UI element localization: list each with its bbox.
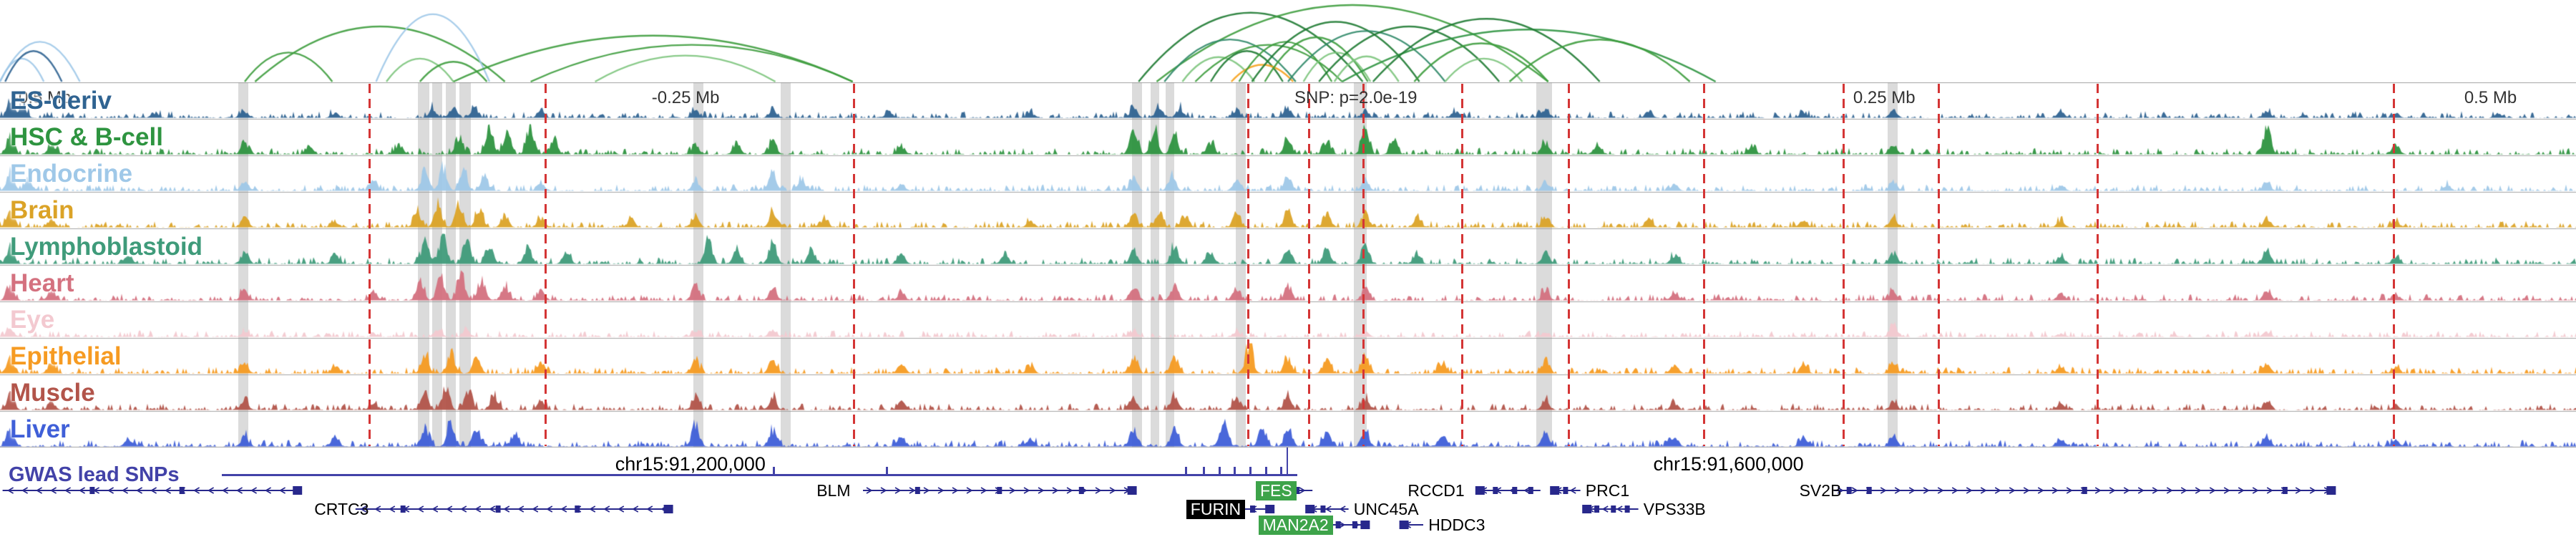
snp-guide-line — [1842, 84, 1845, 446]
gene-label-prc1: PRC1 — [1585, 481, 1630, 500]
gwas-snp-tick — [1249, 467, 1252, 476]
gwas-riser — [1287, 448, 1289, 475]
gene-label-hddc3: HDDC3 — [1428, 516, 1485, 534]
gwas-snp-tick — [1234, 467, 1236, 476]
gene-model-unc45a — [1305, 505, 1349, 513]
gene-model-blm — [863, 486, 1137, 495]
gene-label-rccd1: RCCD1 — [1407, 481, 1465, 500]
gene-model-crtc3 — [355, 505, 673, 513]
ruler-label: SNP: p=2.0e-19 — [1294, 88, 1418, 107]
track-label-muscle: Muscle — [10, 379, 95, 407]
snp-guide-line — [853, 84, 856, 446]
track-label-lymphoblastoid: Lymphoblastoid — [10, 233, 203, 261]
gene-label-man2a2: MAN2A2 — [1258, 516, 1333, 535]
snp-guide-line — [2097, 84, 2099, 446]
track-label-brain: Brain — [10, 196, 74, 224]
gene-label-sv2b: SV2B — [1799, 481, 1842, 500]
gene-model-item — [2, 486, 303, 495]
gene-label-fes: FES — [1256, 481, 1297, 500]
gwas-snp-tick — [1203, 467, 1206, 476]
coordinate-label: chr15:91,600,000 — [1653, 453, 1804, 475]
snp-guide-line — [1460, 84, 1463, 446]
gene-model-vps33b — [1582, 505, 1639, 513]
track-label-endocrine: Endocrine — [10, 160, 133, 188]
snp-guide-line — [1362, 84, 1365, 446]
gwas-snp-tick — [1280, 467, 1283, 476]
gwas-snp-tick — [1185, 467, 1187, 476]
gwas-snp-tick — [773, 467, 775, 476]
gene-model-prc1 — [1550, 486, 1581, 495]
track-label-eye: Eye — [10, 306, 55, 334]
gwas-snp-tick — [1218, 467, 1221, 476]
interaction-arcs-canvas — [0, 0, 2576, 82]
track-label-heart: Heart — [10, 269, 74, 297]
gene-label-blm: BLM — [816, 481, 851, 500]
gwas-lead-snps-label: GWAS lead SNPs — [9, 463, 180, 486]
gwas-line — [221, 474, 1297, 476]
snp-guide-line — [1308, 84, 1311, 446]
ruler-label: 0.25 Mb — [1853, 88, 1916, 107]
gene-label-vps33b: VPS33B — [1643, 500, 1706, 518]
signal-tracks-canvas — [0, 82, 2576, 448]
ruler-label: -0.5 Mb — [13, 88, 72, 107]
annotation-area: chr15:91,200,000 chr15:91,600,000 GWAS le… — [0, 448, 2576, 537]
snp-guide-line — [369, 84, 371, 446]
ruler-label: -0.25 Mb — [651, 88, 720, 107]
track-label-liver: Liver — [10, 415, 70, 443]
snp-guide-line — [1247, 84, 1250, 446]
gwas-snp-tick — [1264, 467, 1267, 476]
gene-model-rccd1 — [1475, 486, 1541, 495]
gene-label-furin: FURIN — [1186, 500, 1246, 519]
gene-model-sv2b — [1834, 486, 2336, 495]
gene-model-hddc3 — [1399, 521, 1423, 529]
gene-label-unc45a: UNC45A — [1353, 500, 1419, 518]
track-label-hsc-b-cell: HSC & B-cell — [10, 123, 163, 151]
snp-guide-line — [2392, 84, 2395, 446]
track-label-epithelial: Epithelial — [10, 342, 122, 370]
snp-guide-line — [544, 84, 547, 446]
track-label-es-deriv: ES-deriv — [10, 87, 112, 115]
signal-track-area: -0.5 Mb -0.25 Mb SNP: p=2.0e-19 0.25 Mb 0.5 … — [0, 82, 2576, 448]
snp-guide-line — [1568, 84, 1571, 446]
snp-guide-line — [1702, 84, 1705, 446]
snp-guide-line — [1937, 84, 1940, 446]
gene-label-crtc3: CRTC3 — [314, 500, 369, 518]
coordinate-label: chr15:91,200,000 — [615, 453, 766, 475]
ruler-label: 0.5 Mb — [2464, 88, 2517, 107]
gene-track — [2, 486, 2336, 529]
gwas-snp-tick — [886, 467, 889, 476]
